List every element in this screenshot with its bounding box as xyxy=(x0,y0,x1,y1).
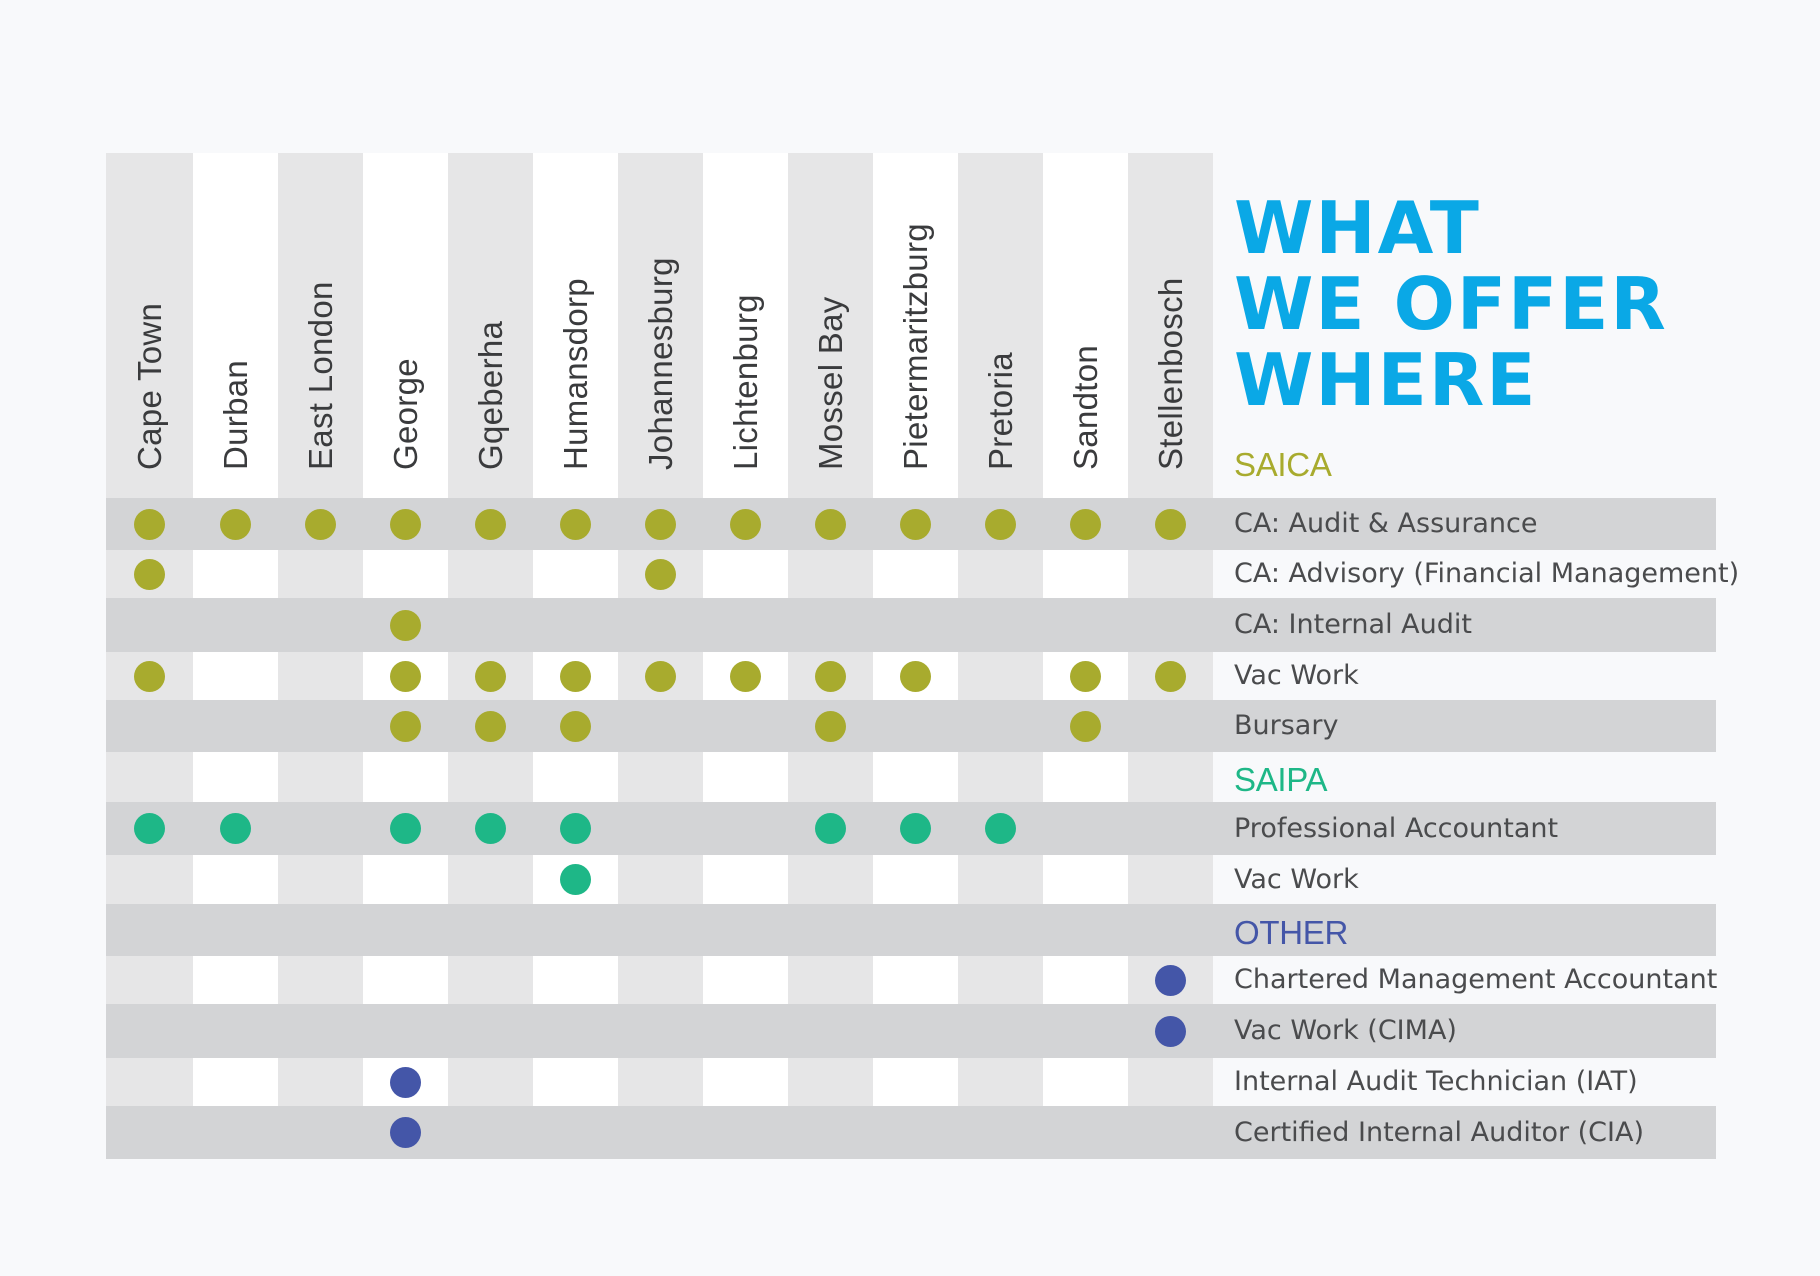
offer-dot xyxy=(1070,660,1101,692)
city-column-lichtenburg xyxy=(703,153,788,1159)
offer-dot xyxy=(815,660,846,692)
city-column-gqeberha xyxy=(448,153,533,1159)
row-band xyxy=(106,598,1716,652)
city-header: Gqeberha xyxy=(471,320,509,470)
city-column-humansdorp xyxy=(533,153,618,1159)
offer-dot xyxy=(390,1066,421,1098)
city-header: East London xyxy=(301,281,339,470)
offer-label: Professional Accountant xyxy=(1234,812,1559,844)
section-header-saipa: SAIPA xyxy=(1234,761,1328,798)
city-header: Cape Town xyxy=(130,302,168,470)
offer-dot xyxy=(900,660,931,692)
offer-dot xyxy=(645,660,676,692)
city-header: Stellenbosch xyxy=(1151,277,1189,470)
offer-dot xyxy=(1155,1015,1186,1047)
offer-label: Vac Work xyxy=(1234,660,1359,691)
city-header: Johannesburg xyxy=(641,257,679,470)
offer-dot xyxy=(390,1117,421,1148)
offer-dot xyxy=(730,508,761,540)
title-line-2: WE OFFER xyxy=(1234,262,1668,346)
title-line-3: WHERE xyxy=(1234,338,1538,422)
row-band xyxy=(106,904,1716,956)
offer-dot xyxy=(815,508,846,540)
offer-dot xyxy=(560,660,591,692)
offer-dot xyxy=(475,813,506,844)
offer-dot xyxy=(560,813,591,844)
city-column-sandton xyxy=(1043,153,1128,1159)
offer-dot xyxy=(220,813,251,844)
offer-dot xyxy=(985,508,1016,540)
offer-dot xyxy=(390,508,421,540)
offer-dot xyxy=(1070,710,1101,742)
offer-dot xyxy=(1155,660,1186,692)
offer-label: Vac Work (CIMA) xyxy=(1234,1015,1457,1046)
offer-dot xyxy=(985,813,1016,844)
city-header: Lichtenburg xyxy=(726,294,764,470)
city-header: Sandton xyxy=(1066,344,1104,470)
city-column-mossel-bay xyxy=(788,153,873,1159)
offer-label: CA: Internal Audit xyxy=(1234,609,1472,640)
city-column-george xyxy=(363,153,448,1159)
city-header: Pietermaritzburg xyxy=(896,223,934,470)
row-band xyxy=(106,1004,1716,1058)
city-header: Humansdorp xyxy=(556,278,594,470)
offer-dot xyxy=(220,508,251,540)
offer-label: CA: Audit & Assurance xyxy=(1234,508,1538,539)
offer-label: Internal Audit Technician (IAT) xyxy=(1234,1066,1638,1097)
city-column-pretoria xyxy=(958,153,1043,1159)
offer-dot xyxy=(134,813,165,844)
offer-dot xyxy=(390,609,421,641)
offer-dot xyxy=(134,558,165,590)
offer-dot xyxy=(390,660,421,692)
offer-dot xyxy=(645,558,676,590)
city-column-johannesburg xyxy=(618,153,703,1159)
offer-label: CA: Advisory (Financial Management) xyxy=(1234,558,1740,589)
offer-label: Chartered Management Accountant xyxy=(1234,964,1718,995)
offer-dot xyxy=(560,508,591,540)
offer-dot xyxy=(134,660,165,692)
offer-dot xyxy=(730,660,761,692)
offer-dot xyxy=(475,710,506,742)
offer-dot xyxy=(475,660,506,692)
city-header: George xyxy=(386,358,424,470)
offer-dot xyxy=(1155,964,1186,996)
offer-dot xyxy=(1070,508,1101,540)
city-header: Durban xyxy=(216,359,254,470)
offer-dot xyxy=(900,508,931,540)
offer-label: Bursary xyxy=(1234,710,1339,741)
offer-dot xyxy=(390,813,421,844)
offer-dot xyxy=(560,710,591,742)
page-title: WHAT WE OFFER WHERE xyxy=(1234,190,1668,418)
offer-dot xyxy=(560,864,591,895)
offer-dot xyxy=(900,813,931,844)
offer-dot xyxy=(815,710,846,742)
section-header-saica: SAICA xyxy=(1234,445,1332,483)
city-column-pietermaritzburg xyxy=(873,153,958,1159)
city-column-east-london xyxy=(278,153,363,1159)
offer-dot xyxy=(1155,508,1186,540)
offer-dot xyxy=(645,508,676,540)
city-column-durban xyxy=(193,153,278,1159)
row-band xyxy=(106,700,1716,752)
city-column-cape-town xyxy=(106,153,193,1159)
offer-dot xyxy=(390,710,421,742)
offer-dot xyxy=(475,508,506,540)
row-band xyxy=(106,1106,1716,1159)
city-header: Mossel Bay xyxy=(811,296,849,470)
offer-dot xyxy=(305,508,336,540)
offer-dot xyxy=(134,508,165,540)
offer-label: Certified Internal Auditor (CIA) xyxy=(1234,1116,1644,1148)
offer-dot xyxy=(815,813,846,844)
offer-label: Vac Work xyxy=(1234,863,1359,895)
title-line-1: WHAT xyxy=(1234,186,1481,270)
city-header: Pretoria xyxy=(981,352,1019,470)
section-header-other: OTHER xyxy=(1234,914,1349,951)
